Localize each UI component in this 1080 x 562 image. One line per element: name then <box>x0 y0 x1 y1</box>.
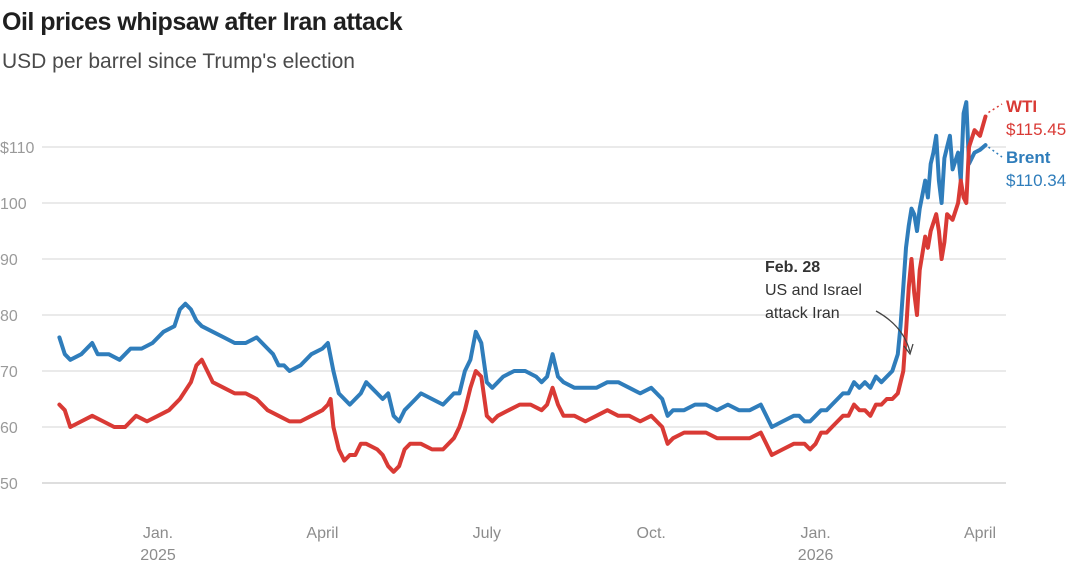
y-tick-label: 100 <box>0 196 27 213</box>
x-tick-label: July <box>473 525 501 542</box>
chart-subtitle: USD per barrel since Trump's election <box>2 50 355 73</box>
brent-label: Brent <box>1006 148 1051 167</box>
wti-series-line <box>57 114 988 474</box>
brent-series-line <box>57 100 988 429</box>
grid-layer <box>42 146 1006 484</box>
annotation-arrow <box>875 310 911 353</box>
x-tick-year: 2025 <box>140 547 176 562</box>
wti-end-value: $115.45 <box>1006 120 1066 139</box>
y-tick-label: 80 <box>0 308 18 325</box>
brent-leader-line <box>988 146 1003 158</box>
x-tick-label: April <box>306 525 338 542</box>
x-tick-label: Jan. <box>800 525 830 542</box>
y-axis-ticks: 50 60 70 80 90 100 $110 <box>0 140 35 493</box>
annotation-line-1: US and Israel <box>765 282 862 299</box>
annotation-date: Feb. 28 <box>765 259 820 276</box>
y-tick-label: 60 <box>0 420 18 437</box>
series-layer <box>57 100 988 474</box>
chart-title: Oil prices whipsaw after Iran attack <box>2 8 403 36</box>
feb28-annotation: Feb. 28 US and Israel attack Iran <box>765 259 914 356</box>
wti-label: WTI <box>1006 97 1037 116</box>
y-tick-label: 70 <box>0 364 18 381</box>
x-tick-year: 2026 <box>798 547 834 562</box>
x-tick-label: Jan. <box>143 525 173 542</box>
y-tick-label: $110 <box>0 140 35 157</box>
brent-end-value: $110.34 <box>1006 171 1066 190</box>
y-tick-label: 50 <box>0 476 18 493</box>
x-axis-ticks: Jan. 2025 April July Oct. Jan. 2026 April <box>140 525 996 562</box>
y-tick-label: 90 <box>0 252 18 269</box>
annotation-line-2: attack Iran <box>765 305 840 322</box>
annotation-arrowhead-icon <box>903 343 914 356</box>
x-tick-label: April <box>964 525 996 542</box>
series-labels: WTI $115.45 Brent $110.34 <box>988 97 1066 190</box>
x-tick-label: Oct. <box>637 525 666 542</box>
wti-leader-line <box>988 103 1003 114</box>
